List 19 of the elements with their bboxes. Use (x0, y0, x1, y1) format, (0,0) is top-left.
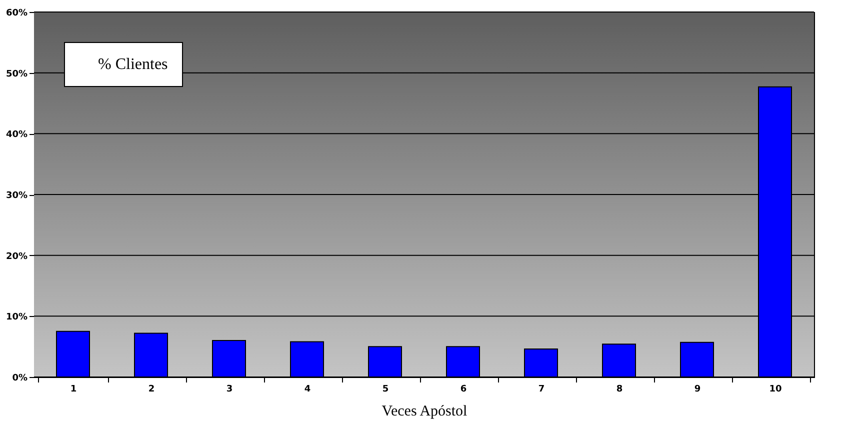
x-tick-label: 2 (148, 384, 155, 394)
x-tick-label: 4 (304, 384, 311, 394)
y-tick-label: 60% (6, 8, 28, 18)
x-tick-label: 9 (694, 384, 701, 394)
y-tick-label: 50% (6, 69, 28, 80)
y-tick-label: 20% (6, 252, 28, 262)
x-tick-label: 6 (460, 384, 467, 394)
y-tick-label: 40% (6, 130, 28, 140)
text: % Clientes (98, 56, 168, 73)
y-tick-label: 10% (6, 312, 28, 323)
x-tick-label: 5 (382, 384, 389, 394)
x-tick-label: 3 (226, 384, 233, 394)
x-tick-label: 1 (70, 384, 77, 394)
y-tick-label: 30% (6, 191, 28, 201)
x-axis-title: Veces Apóstol (382, 404, 468, 420)
y-tick-label: 0% (12, 374, 28, 384)
x-tick-label: 7 (538, 384, 545, 394)
x-tick-label: 8 (616, 384, 623, 394)
x-tick-label: 10 (769, 384, 782, 394)
